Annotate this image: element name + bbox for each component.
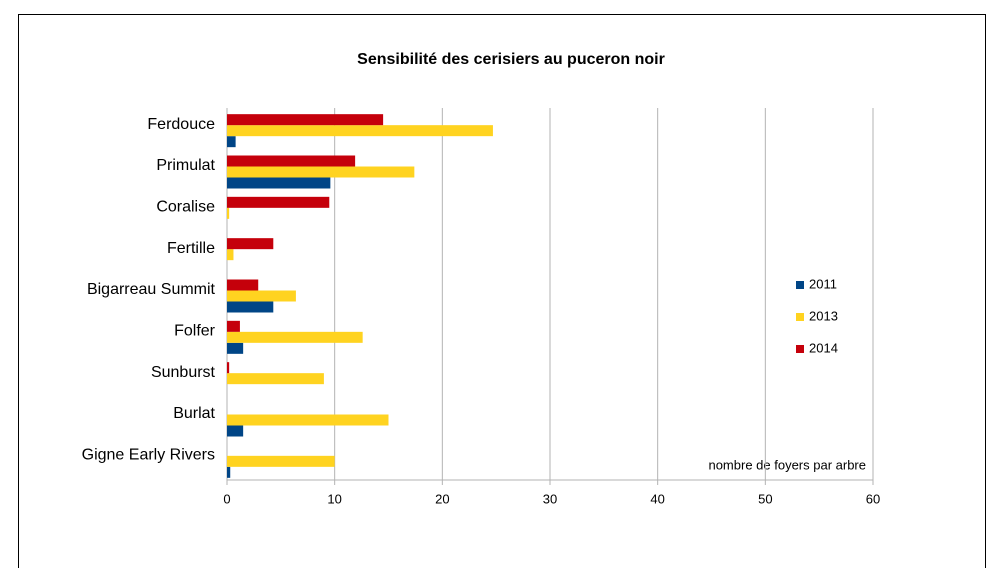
legend-swatch	[796, 345, 804, 353]
legend-label: 2011	[809, 276, 837, 291]
x-tick-label: 40	[650, 491, 664, 506]
x-tick-label: 30	[543, 491, 557, 506]
bar	[227, 362, 230, 374]
bar	[227, 290, 296, 302]
bar	[227, 425, 244, 437]
bar	[227, 196, 330, 208]
y-tick-label: Primulat	[156, 157, 215, 174]
x-tick-label: 60	[866, 491, 880, 506]
bar	[227, 301, 274, 313]
legend-swatch	[796, 281, 804, 289]
x-tick-label: 50	[758, 491, 772, 506]
bar	[227, 331, 363, 343]
y-tick-label: Gigne Early Rivers	[82, 447, 215, 464]
y-tick-label: Ferdouce	[147, 116, 215, 133]
bar	[227, 414, 389, 426]
bar	[227, 166, 415, 178]
y-tick-label: Sunburst	[151, 364, 216, 381]
legend-label: 2013	[809, 308, 838, 323]
bar	[227, 320, 240, 332]
bar	[227, 177, 331, 189]
legend-swatch	[796, 313, 804, 321]
bar	[227, 125, 493, 137]
y-tick-label: Fertille	[167, 240, 215, 257]
y-tick-label: Coralise	[156, 199, 215, 216]
x-tick-label: 0	[223, 491, 230, 506]
bar	[227, 373, 324, 385]
annotation: nombre de foyers par arbre	[708, 457, 866, 472]
y-tick-label: Bigarreau Summit	[87, 281, 216, 298]
bar	[227, 466, 231, 478]
chart-title: Sensibilité des cerisiers au puceron noi…	[357, 51, 665, 68]
y-tick-label: Folfer	[174, 323, 216, 340]
legend-label: 2014	[809, 340, 838, 355]
bar	[227, 114, 384, 126]
bar	[227, 342, 244, 354]
bar	[227, 155, 356, 167]
bar	[227, 249, 234, 261]
bar	[227, 136, 236, 148]
x-tick-label: 20	[435, 491, 449, 506]
chart-frame	[18, 14, 986, 568]
y-tick-label: Burlat	[173, 405, 215, 422]
x-tick-label: 10	[327, 491, 341, 506]
bar	[227, 207, 230, 219]
bar	[227, 279, 259, 291]
bar	[227, 238, 274, 250]
bar	[227, 455, 335, 467]
